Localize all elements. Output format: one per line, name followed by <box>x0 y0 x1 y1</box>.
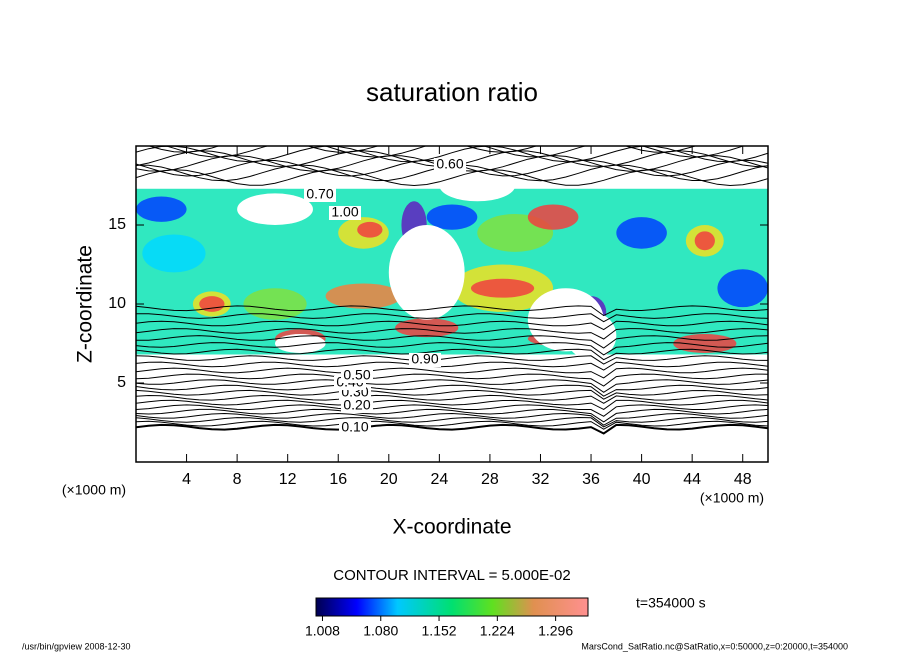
footer-right: MarsCond_SatRatio.nc@SatRatio,x=0:50000,… <box>581 641 848 651</box>
contour-label: 0.90 <box>411 351 438 367</box>
y-axis-label: Z-coordinate <box>74 245 97 363</box>
field-blob <box>616 217 667 249</box>
contour-line <box>136 367 768 379</box>
field-blob <box>243 288 307 320</box>
contour-label-bg <box>329 206 361 220</box>
colorbar <box>315 597 589 617</box>
contour-label: 1.00 <box>331 204 358 220</box>
contour-line <box>136 348 768 361</box>
field-gap <box>388 225 465 320</box>
contour-label: 0.70 <box>306 186 333 202</box>
contour-line <box>136 389 768 400</box>
x-tick-label: 40 <box>633 471 651 488</box>
contour-label: 0.20 <box>343 397 370 413</box>
contour-line <box>136 355 768 365</box>
time-label: t=354000 s <box>636 595 706 611</box>
x-tick-label: 4 <box>182 471 191 488</box>
contour-interval: CONTOUR INTERVAL = 5.000E-02 <box>333 567 570 584</box>
field-blob <box>694 231 715 251</box>
x-tick-label: 20 <box>380 471 398 488</box>
contour-line <box>136 384 768 397</box>
x-tick-label: 48 <box>734 471 752 488</box>
field-blob <box>527 204 579 230</box>
x-tick-label: 44 <box>683 471 701 488</box>
x-tick-label: 12 <box>279 471 297 488</box>
contour-label-bg <box>339 421 371 435</box>
x-unit: (×1000 m) <box>700 490 764 506</box>
contour-line <box>136 379 768 393</box>
field-blob <box>395 318 459 338</box>
field-blob <box>426 204 478 230</box>
contour-line <box>136 328 768 340</box>
field-gap <box>275 334 326 353</box>
field-blob <box>357 221 383 238</box>
contour-line <box>136 412 768 426</box>
contour-line <box>136 394 768 404</box>
contour-label-bg <box>304 188 336 202</box>
footer-left: /usr/bin/gpview 2008-12-30 <box>22 641 131 651</box>
colorbar-tick-label: 1.080 <box>363 623 398 639</box>
contour-line <box>136 335 768 349</box>
contour-line <box>136 416 768 428</box>
y-tick-label: 10 <box>108 295 126 312</box>
contour-line <box>136 404 768 417</box>
contour-label: 0.10 <box>341 419 368 435</box>
x-tick-label: 28 <box>481 471 499 488</box>
colorbar-tick-label: 1.152 <box>422 623 457 639</box>
colorbar-tick-label: 1.296 <box>538 623 573 639</box>
y-unit: (×1000 m) <box>62 482 126 498</box>
contour-label-bg <box>434 158 466 172</box>
contour-label: 0.60 <box>436 156 463 172</box>
field-gap <box>237 193 313 225</box>
x-axis-label: X-coordinate <box>392 516 511 539</box>
colorbar-tick-label: 1.224 <box>480 623 515 639</box>
field-blob <box>470 278 535 298</box>
colorbar-tick-label: 1.008 <box>305 623 340 639</box>
contour-label-bg <box>409 353 441 367</box>
contour-line <box>136 320 768 331</box>
contour-line <box>136 146 768 163</box>
contour-line <box>136 408 768 423</box>
contour-label: 0.50 <box>343 367 370 383</box>
contour-line <box>136 399 768 410</box>
field-blob <box>325 283 402 309</box>
contour-line <box>136 305 768 317</box>
contour-line <box>136 169 768 187</box>
y-tick-label: 5 <box>117 374 126 391</box>
contour-line <box>136 423 768 435</box>
field-blob <box>199 296 225 312</box>
contour-label-bg <box>341 399 373 413</box>
field-blob <box>717 269 768 308</box>
field-blob <box>142 234 206 273</box>
contour-line <box>136 342 768 356</box>
field <box>136 146 768 462</box>
contour-label-bg <box>341 369 373 383</box>
x-tick-label: 32 <box>532 471 550 488</box>
contour-line <box>147 146 697 153</box>
contour-line <box>136 373 768 387</box>
contour-line <box>136 361 768 371</box>
contour-line <box>136 313 768 323</box>
x-tick-label: 24 <box>430 471 448 488</box>
x-tick-label: 16 <box>329 471 347 488</box>
field-blob <box>136 196 187 222</box>
contour-line <box>136 420 768 430</box>
x-tick-label: 36 <box>582 471 600 488</box>
y-tick-label: 15 <box>108 216 126 233</box>
x-tick-label: 8 <box>233 471 242 488</box>
chart-title: saturation ratio <box>366 77 538 107</box>
